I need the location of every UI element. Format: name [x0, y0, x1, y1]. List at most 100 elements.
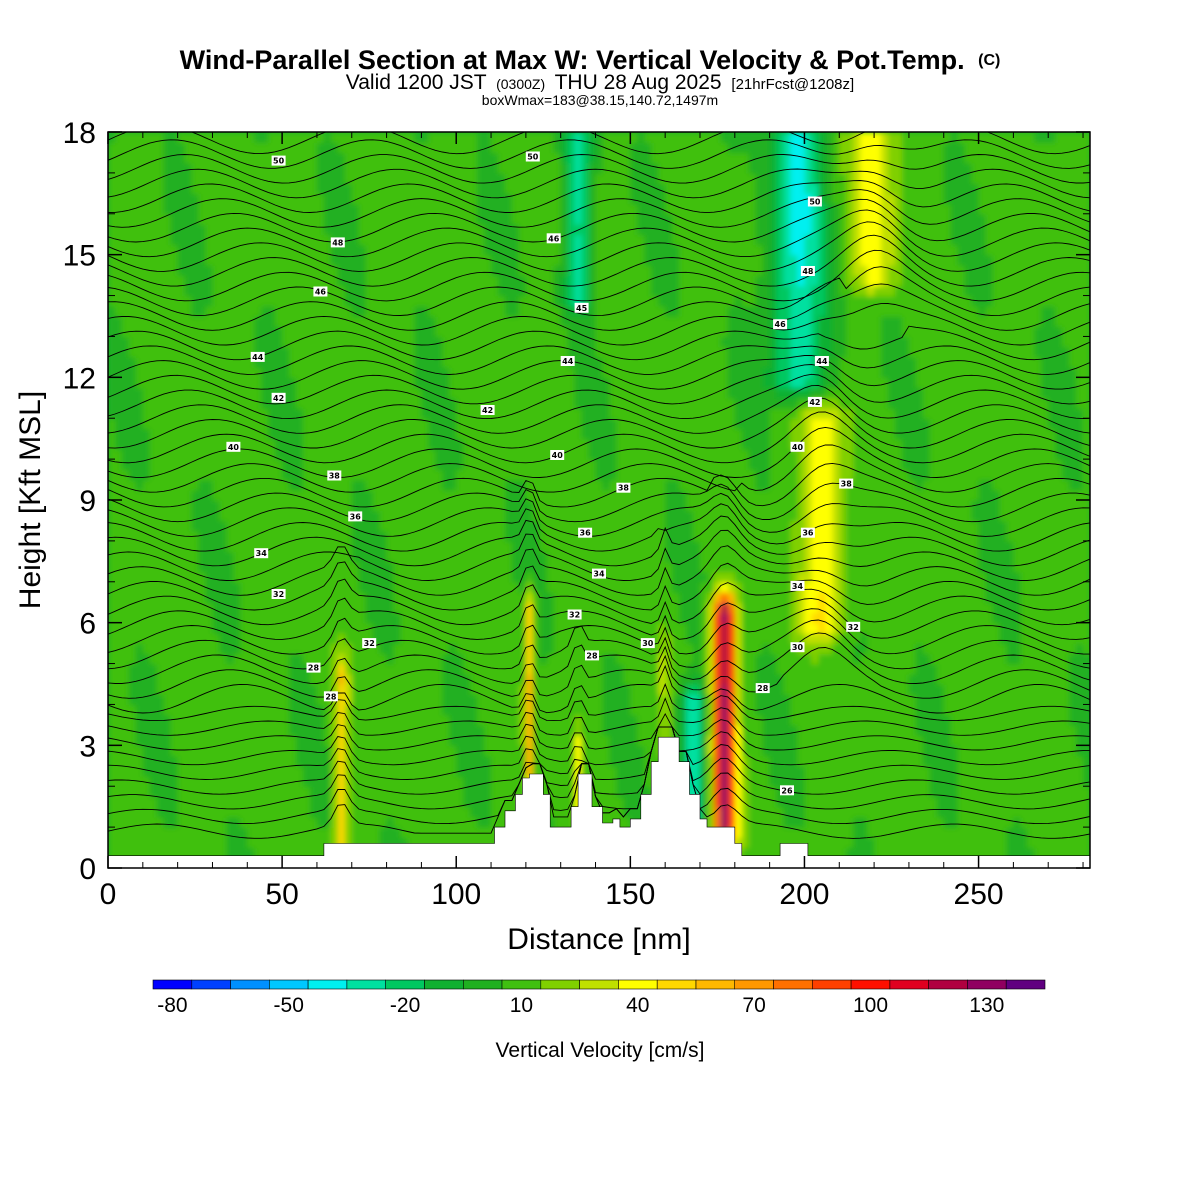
field-cell — [546, 469, 555, 481]
field-cell — [205, 183, 214, 195]
field-cell — [400, 244, 409, 256]
field-cell — [240, 694, 249, 706]
field-cell — [414, 234, 423, 246]
field-cell — [275, 418, 283, 430]
field-cell — [470, 510, 478, 522]
field-cell — [518, 704, 527, 716]
field-cell — [477, 735, 485, 747]
field-cell — [470, 765, 478, 777]
field-cell — [254, 602, 263, 614]
field-cell — [275, 827, 283, 839]
field-cell — [191, 684, 200, 695]
field-cell — [254, 612, 263, 624]
field-cell — [379, 428, 388, 440]
field-cell — [435, 602, 444, 614]
field-cell — [372, 592, 381, 603]
field-cell — [184, 581, 193, 593]
field-cell — [365, 755, 374, 767]
field-cell — [142, 520, 151, 532]
field-cell — [268, 183, 276, 195]
field-cell — [365, 356, 374, 368]
field-cell — [365, 776, 374, 787]
field-cell — [386, 602, 395, 614]
field-cell — [330, 203, 339, 215]
field-cell — [386, 224, 395, 235]
field-cell — [379, 213, 388, 225]
field-cell — [316, 510, 325, 522]
field-cell — [470, 837, 478, 849]
field-cell — [142, 275, 151, 287]
field-cell — [142, 305, 151, 317]
field-cell — [400, 500, 409, 511]
field-cell — [525, 459, 534, 471]
field-cell — [323, 305, 332, 317]
field-cell — [560, 489, 569, 501]
field-cell — [518, 469, 527, 481]
field-cell — [532, 735, 541, 747]
field-cell — [400, 438, 409, 450]
field-cell — [156, 602, 165, 614]
field-cell — [456, 653, 464, 665]
field-cell — [442, 571, 451, 583]
field-cell — [414, 704, 423, 716]
field-cell — [463, 694, 471, 706]
field-cell — [233, 755, 242, 767]
field-cell — [128, 162, 137, 174]
field-cell — [470, 643, 478, 655]
field-cell — [135, 786, 144, 798]
field-cell — [574, 673, 583, 685]
field-cell — [184, 765, 193, 777]
field-cell — [261, 356, 269, 368]
field-cell — [212, 264, 221, 276]
field-cell — [128, 663, 137, 675]
field-cell — [296, 459, 304, 471]
field-cell — [156, 684, 165, 695]
field-cell — [449, 448, 458, 460]
field-cell — [449, 837, 458, 849]
field-cell — [477, 786, 485, 798]
field-cell — [456, 724, 464, 736]
field-cell — [505, 305, 513, 317]
field-cell — [477, 203, 485, 215]
field-cell — [407, 765, 416, 777]
field-cell — [435, 183, 444, 195]
field-cell — [268, 489, 276, 501]
field-cell — [351, 162, 360, 174]
field-cell — [289, 305, 297, 317]
field-cell — [539, 132, 548, 143]
field-cell — [219, 234, 228, 246]
field-cell — [435, 827, 444, 839]
field-cell — [470, 592, 478, 603]
field-cell — [491, 673, 499, 685]
field-cell — [525, 244, 534, 256]
field-cell — [330, 755, 339, 767]
field-cell — [400, 592, 409, 603]
field-cell — [421, 397, 430, 409]
field-cell — [581, 704, 590, 716]
field-cell — [128, 489, 137, 501]
field-cell — [323, 684, 332, 695]
field-cell — [581, 234, 590, 246]
field-cell — [435, 336, 444, 348]
field-cell — [310, 673, 318, 685]
field-cell — [407, 295, 416, 307]
field-cell — [379, 806, 388, 818]
field-cell — [491, 418, 499, 430]
field-cell — [149, 275, 158, 287]
field-cell — [226, 346, 235, 358]
field-cell — [330, 827, 339, 839]
field-cell — [163, 776, 172, 787]
field-cell — [177, 459, 186, 471]
field-cell — [240, 745, 249, 757]
field-cell — [115, 377, 123, 389]
field-cell — [177, 847, 186, 859]
field-cell — [414, 172, 423, 184]
field-cell — [254, 142, 263, 154]
field-cell — [198, 459, 207, 471]
field-cell — [470, 244, 478, 256]
field-cell — [532, 367, 541, 379]
field-cell — [421, 356, 430, 368]
field-cell — [511, 448, 520, 460]
field-cell — [170, 336, 179, 348]
field-cell — [247, 796, 256, 808]
